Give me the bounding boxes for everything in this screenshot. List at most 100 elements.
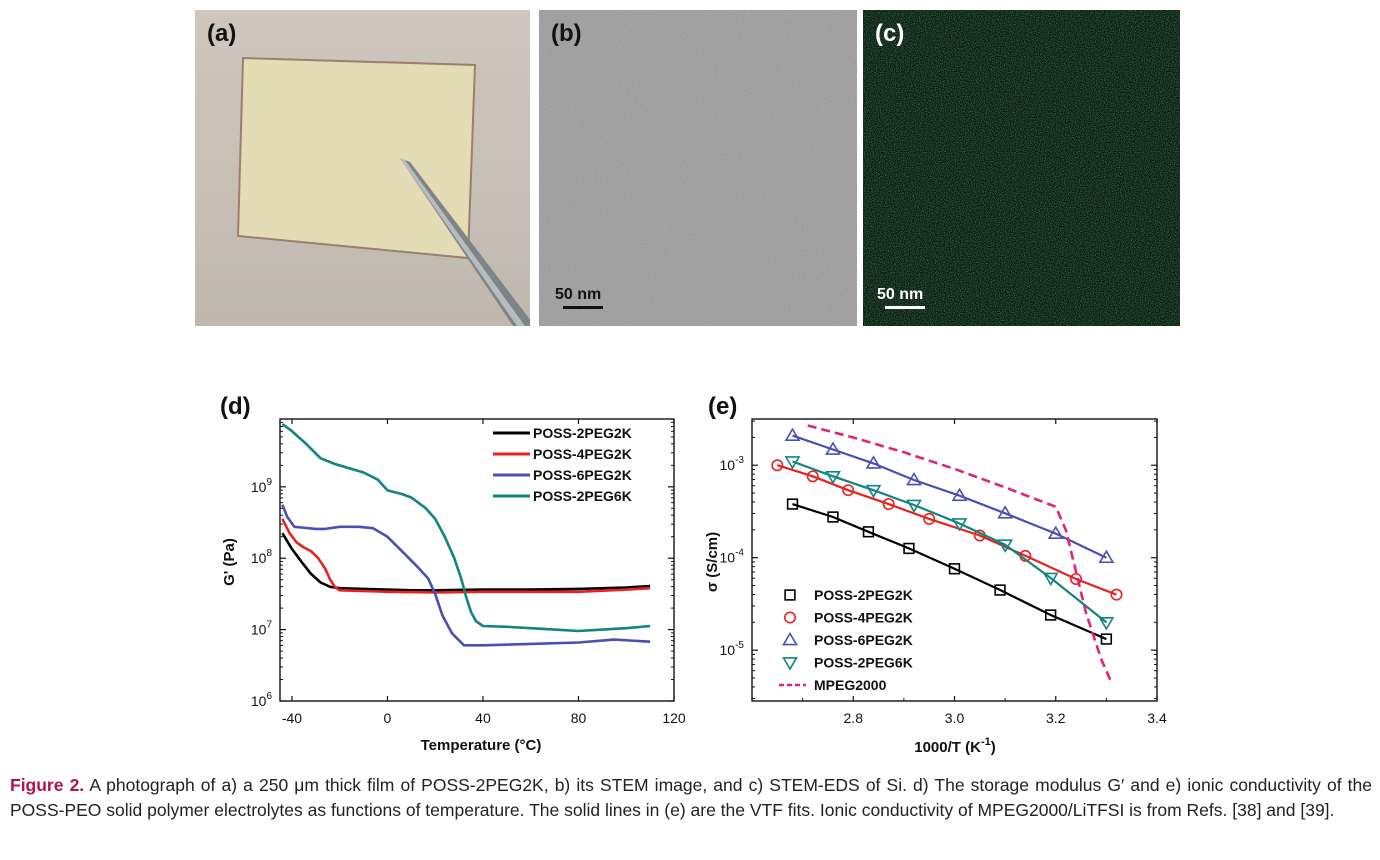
chart-d-frame bbox=[279, 418, 675, 702]
chart-e-fit-line-3 bbox=[792, 460, 1108, 624]
chart-e-xtick-label: 3.4 bbox=[1147, 710, 1167, 726]
scalebar-c: 50 nm bbox=[877, 286, 925, 309]
chart-e-point-1 bbox=[771, 459, 784, 472]
chart-e-point-2 bbox=[865, 455, 882, 469]
chart-e-point-0 bbox=[786, 498, 799, 510]
chart-d-xtick-label: 80 bbox=[571, 710, 587, 726]
chart-e-point-3 bbox=[1098, 617, 1115, 631]
chart-e-point-2 bbox=[825, 441, 841, 455]
chart-e-legend-swatch-3 bbox=[782, 657, 798, 671]
chart-d-series-line-2 bbox=[281, 504, 651, 647]
chart-d-ytick-label: 106 bbox=[251, 691, 273, 709]
chart-e-fit-line-2 bbox=[792, 434, 1107, 559]
chart-e-point-3 bbox=[865, 484, 882, 499]
chart-e-point-1 bbox=[806, 470, 819, 483]
chart-d-ylabel: G' (Pa) bbox=[221, 538, 238, 586]
chart-e-xlabel-end: ) bbox=[991, 739, 996, 756]
eds-map-panel-c: (c) 50 nm bbox=[863, 10, 1180, 326]
chart-e-xlabel-exp: -1 bbox=[981, 736, 991, 748]
chart-e-xlabel-main: 1000/T (K bbox=[914, 739, 981, 756]
chart-e-point-1 bbox=[882, 498, 895, 511]
chart-d-legend-label-3: POSS-2PEG6K bbox=[533, 488, 632, 504]
chart-e-ytick-label: 10-5 bbox=[720, 640, 745, 658]
caption-text: A photograph of a) a 250 μm thick film o… bbox=[10, 775, 1373, 820]
chart-e-legend-swatch-2 bbox=[782, 631, 798, 646]
chart-d-xtick-label: 0 bbox=[384, 710, 392, 726]
chart-e-frame bbox=[751, 418, 1158, 702]
chart-d-panel-label: (d) bbox=[220, 393, 251, 420]
chart-d-series-line-3 bbox=[281, 422, 651, 633]
chart-e-legend-label-0: POSS-2PEG2K bbox=[814, 587, 913, 603]
panel-label-c: (c) bbox=[875, 20, 905, 47]
chart-e-point-1 bbox=[842, 484, 855, 497]
chart-d-xtick-label: 40 bbox=[475, 710, 491, 726]
chart-d-ytick-label: 109 bbox=[251, 477, 273, 495]
chart-e-point-1 bbox=[973, 529, 986, 542]
chart-e-ylabel: σ (S/cm) bbox=[704, 532, 721, 592]
scalebar-line-c bbox=[885, 306, 925, 309]
chart-e-point-2 bbox=[951, 487, 968, 502]
stem-noise bbox=[539, 10, 857, 326]
chart-e-point-3 bbox=[1042, 572, 1059, 587]
chart-e-point-0 bbox=[994, 584, 1006, 596]
chart-e-point-3 bbox=[951, 518, 968, 532]
chart-d-xlabel: Temperature (°C) bbox=[421, 737, 542, 754]
chart-d-series-line-0 bbox=[281, 532, 651, 592]
chart-e-ytick-label: 10-3 bbox=[720, 455, 745, 473]
panel-label-a: (a) bbox=[207, 20, 237, 47]
chart-e-legend-label-1: POSS-4PEG2K bbox=[814, 610, 913, 626]
chart-e-point-3 bbox=[825, 470, 841, 485]
chart-e-point-0 bbox=[827, 511, 839, 523]
chart-e-fit-line-1 bbox=[776, 464, 1117, 596]
chart-e-xtick-label: 3.0 bbox=[945, 710, 965, 726]
chart-e-fit-line-0 bbox=[792, 503, 1107, 641]
chart-e-legend-swatch-0 bbox=[784, 589, 796, 601]
chart-e-point-3 bbox=[784, 456, 801, 470]
scalebar-label-b: 50 nm bbox=[555, 286, 602, 303]
chart-e-panel-label: (e) bbox=[708, 393, 737, 420]
chart-e-point-0 bbox=[1100, 633, 1113, 645]
caption-title: Figure 2. bbox=[10, 775, 85, 795]
chart-e-point-1 bbox=[923, 512, 936, 525]
chart-e-point-1 bbox=[1070, 572, 1083, 585]
scalebar-b: 50 nm bbox=[555, 286, 603, 309]
chart-d-legend-label-2: POSS-6PEG2K bbox=[533, 467, 632, 483]
chart-e-legend-label-2: POSS-6PEG2K bbox=[814, 632, 913, 648]
chart-e-point-3 bbox=[906, 499, 922, 514]
chart-e-point-0 bbox=[948, 563, 961, 575]
scalebar-label-c: 50 nm bbox=[877, 286, 924, 303]
chart-d-legend-label-1: POSS-4PEG2K bbox=[533, 446, 632, 462]
chart-e-point-2 bbox=[1098, 549, 1115, 564]
chart-d-series-line-1 bbox=[281, 518, 651, 594]
stem-image-panel-b: (b) 50 nm bbox=[539, 10, 857, 326]
chart-e-legend-swatch-1 bbox=[783, 611, 796, 624]
figure-caption: Figure 2. A photograph of a) a 250 μm th… bbox=[10, 773, 1372, 823]
chart-e-legend-label-4: MPEG2000 bbox=[814, 677, 887, 693]
chart-e-point-1 bbox=[1019, 549, 1032, 562]
chart-d-xtick-label: 120 bbox=[662, 710, 686, 726]
chart-d-ytick-label: 107 bbox=[251, 620, 273, 638]
eds-noise bbox=[863, 10, 1180, 326]
chart-e-legend-label-3: POSS-2PEG6K bbox=[814, 655, 913, 671]
scalebar-line-b bbox=[563, 306, 603, 309]
film-photo bbox=[236, 56, 530, 326]
chart-e-xtick-label: 2.8 bbox=[844, 710, 864, 726]
chart-e-point-2 bbox=[997, 505, 1014, 519]
chart-e-point-0 bbox=[1045, 609, 1057, 621]
chart-e-point-2 bbox=[1047, 525, 1064, 539]
chart-e-point-2 bbox=[906, 471, 922, 486]
chart-e-xtick-label: 3.2 bbox=[1046, 710, 1066, 726]
chart-e-point-3 bbox=[997, 539, 1014, 553]
panel-label-b: (b) bbox=[551, 20, 582, 47]
tweezer-highlight bbox=[400, 158, 525, 326]
chart-e-point-0 bbox=[903, 542, 915, 555]
chart-e-point-1 bbox=[1110, 588, 1123, 601]
chart-d-ytick-label: 108 bbox=[251, 548, 273, 566]
photo-panel-a: (a) bbox=[195, 10, 530, 326]
polymer-film bbox=[236, 56, 477, 260]
chart-e-point-0 bbox=[862, 526, 875, 538]
chart-d-legend-label-0: POSS-2PEG2K bbox=[533, 425, 632, 441]
chart-e-series-line-4 bbox=[807, 424, 1113, 684]
chart-e-point-2 bbox=[784, 427, 801, 441]
chart-e-xlabel: 1000/T (K-1) bbox=[914, 736, 995, 756]
